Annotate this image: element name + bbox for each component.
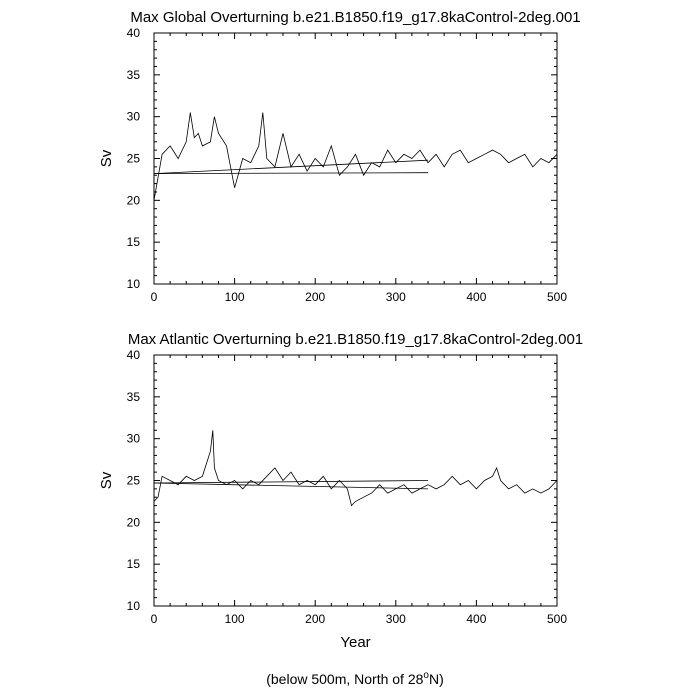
series-line [153, 430, 558, 507]
x-tick-label: 400 [466, 612, 486, 626]
trend-line [153, 159, 429, 174]
trend-line [153, 482, 429, 490]
chart-title: Max Global Overturning b.e21.B1850.f19_g… [130, 9, 580, 26]
x-tick-label: 0 [151, 612, 158, 626]
x-tick-label: 500 [547, 290, 567, 304]
plot-frame [153, 354, 558, 607]
y-axis-label: Sv [98, 149, 115, 167]
y-tick-label: 10 [127, 599, 141, 613]
footer-degree: o [423, 670, 429, 681]
y-tick-label: 10 [127, 277, 141, 291]
y-tick-label: 35 [127, 390, 141, 404]
trend-line [153, 480, 429, 484]
x-tick-label: 0 [151, 290, 158, 304]
y-tick-label: 15 [127, 557, 141, 571]
plot-frame [153, 32, 558, 285]
atlantic-overturning-panel: Max Atlantic Overturning b.e21.B1850.f19… [98, 331, 583, 651]
y-tick-label: 15 [127, 235, 141, 249]
chart-title: Max Atlantic Overturning b.e21.B1850.f19… [128, 331, 583, 348]
x-tick-label: 300 [386, 612, 406, 626]
y-tick-label: 25 [127, 474, 141, 488]
footer-note: (below 500m, North of 28oN) [266, 670, 444, 687]
trend-line [153, 172, 429, 175]
y-tick-label: 30 [127, 110, 141, 124]
x-tick-label: 200 [305, 612, 325, 626]
x-tick-label: 300 [386, 290, 406, 304]
x-tick-label: 100 [225, 290, 245, 304]
footer-end: N) [429, 671, 444, 687]
x-axis-label: Year [340, 634, 370, 651]
y-tick-label: 30 [127, 432, 141, 446]
x-tick-label: 100 [225, 612, 245, 626]
x-tick-label: 200 [305, 290, 325, 304]
y-tick-label: 20 [127, 515, 141, 529]
y-tick-label: 35 [127, 68, 141, 82]
x-tick-label: 400 [466, 290, 486, 304]
y-tick-label: 25 [127, 152, 141, 166]
series-line [153, 112, 558, 201]
y-tick-label: 20 [127, 193, 141, 207]
global-overturning-panel: Max Global Overturning b.e21.B1850.f19_g… [98, 9, 581, 304]
y-axis-label: Sv [98, 471, 115, 489]
footer-text: (below 500m, North of 28 [266, 671, 423, 687]
y-tick-label: 40 [127, 348, 141, 362]
y-tick-label: 40 [127, 26, 141, 40]
x-tick-label: 500 [547, 612, 567, 626]
